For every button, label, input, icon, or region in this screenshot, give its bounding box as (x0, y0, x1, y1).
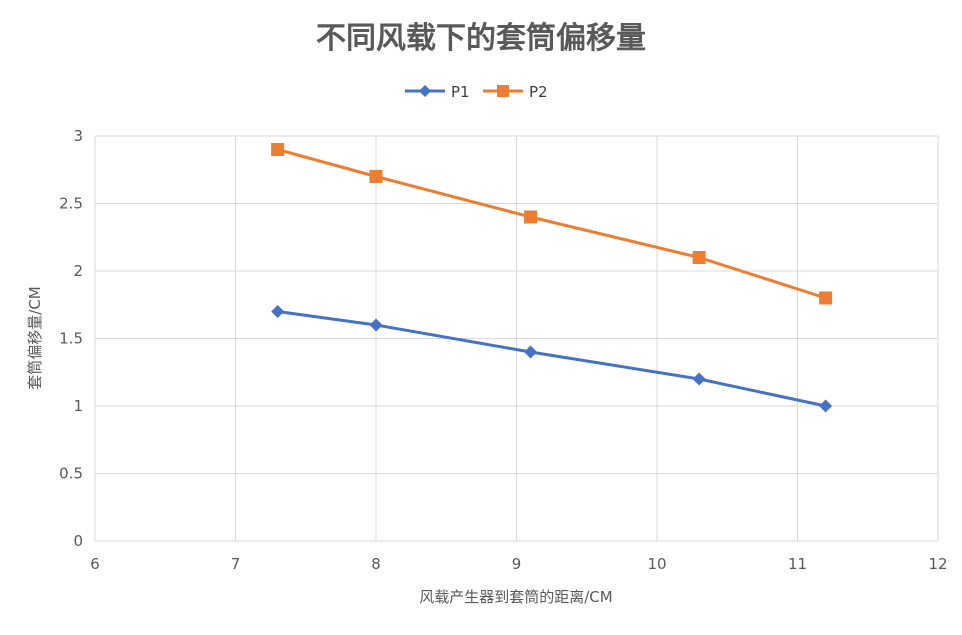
data-point (271, 305, 285, 318)
x-tick-label: 6 (90, 555, 100, 573)
y-tick-label: 2 (73, 262, 83, 280)
data-point (819, 399, 833, 413)
y-tick-label: 0 (73, 532, 83, 550)
x-axis-label: 风载产生器到套筒的距离/CM (419, 588, 612, 606)
data-point (692, 251, 706, 264)
data-point (524, 345, 538, 359)
series-P1 (271, 305, 833, 413)
y-tick-label: 0.5 (59, 465, 83, 483)
legend: P1 P2 (405, 83, 548, 101)
gridlines (94, 135, 939, 542)
data-point (692, 372, 706, 386)
legend-marker (419, 85, 431, 97)
y-tick-label: 1.5 (59, 330, 83, 348)
y-tick-label: 2.5 (59, 195, 83, 213)
chart-title: 不同风载下的套筒偏移量 (316, 21, 646, 56)
x-tick-label: 12 (928, 555, 947, 573)
data-point (369, 170, 383, 183)
y-tick-label: 3 (73, 127, 83, 145)
x-tick-label: 8 (371, 555, 381, 573)
series-line (277, 148, 827, 300)
data-point (271, 143, 285, 156)
x-tick-label: 10 (647, 555, 666, 573)
y-tick-label: 1 (73, 397, 83, 415)
series-P2 (271, 143, 833, 305)
series-layer (271, 143, 833, 413)
legend-label: P2 (529, 83, 548, 101)
data-point (819, 291, 833, 305)
y-axis-ticks: 0 0.5 1 1.5 2 2.5 3 (59, 127, 83, 550)
x-tick-label: 11 (788, 555, 807, 573)
data-point (369, 318, 383, 332)
legend-item-P2: P2 (483, 83, 548, 101)
x-axis-ticks: 6 7 8 9 10 11 12 (90, 555, 947, 573)
series-line (277, 310, 826, 408)
x-tick-label: 9 (512, 555, 522, 573)
legend-label: P1 (451, 83, 470, 101)
y-axis-label: 套筒偏移量/CM (26, 286, 44, 389)
data-point (524, 210, 538, 224)
legend-item-P1: P1 (405, 83, 470, 101)
legend-marker (497, 85, 509, 97)
x-tick-label: 7 (231, 555, 241, 573)
